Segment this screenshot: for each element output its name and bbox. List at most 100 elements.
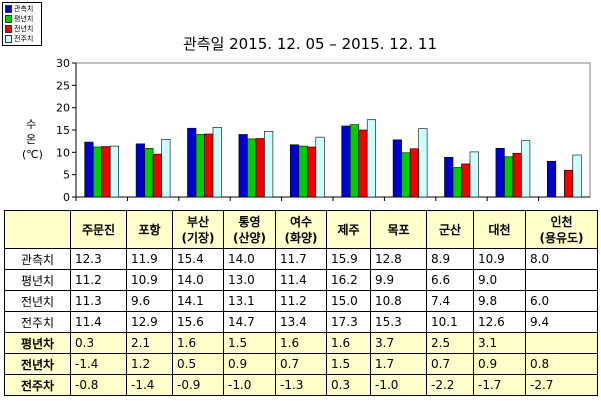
table-cell xyxy=(525,332,598,354)
bar xyxy=(204,133,214,198)
table-cell: 15.0 xyxy=(326,290,371,312)
table-cell: 11.4 xyxy=(70,311,127,333)
table-cell: 8.9 xyxy=(426,248,474,270)
table-cell: 6.0 xyxy=(525,290,598,312)
table-cell: 6.6 xyxy=(426,269,474,291)
table-cell: 13.0 xyxy=(223,269,276,291)
table-cell: 8.0 xyxy=(525,248,598,270)
legend-label: 전주치 xyxy=(14,35,34,43)
bar xyxy=(452,167,462,198)
y-axis-label-line: (℃) xyxy=(22,148,43,161)
table-cell: 0.3 xyxy=(70,332,127,354)
table-cell: 11.7 xyxy=(275,248,327,270)
table-header-cell: 포항 xyxy=(126,210,173,249)
bar xyxy=(264,131,274,198)
table-cell: -0.8 xyxy=(70,374,127,396)
table-cell: 10.1 xyxy=(426,311,474,333)
table-cell: 1.5 xyxy=(223,332,276,354)
table-cell: -1.0 xyxy=(370,374,427,396)
table-header-cell: 인천 (용유도) xyxy=(525,210,598,249)
table-cell: 2.1 xyxy=(126,332,173,354)
legend-swatch xyxy=(5,15,12,23)
legend-swatch xyxy=(5,5,12,13)
legend-label: 평년치 xyxy=(14,15,34,23)
table-cell: -1.7 xyxy=(473,374,526,396)
bar xyxy=(418,128,428,198)
table-cell: 9.4 xyxy=(525,311,598,333)
table-cell: 14.0 xyxy=(223,248,276,270)
table-cell: 1.2 xyxy=(126,353,173,375)
data-table: 주문진 포항 부산 (기장) 통영 (산양) 여수 (화양) 제주 목포 군산 대천 인천 (용유도) 관측… xyxy=(4,210,598,396)
bar xyxy=(152,153,162,198)
table-header-row: 주문진 포항 부산 (기장) 통영 (산양) 여수 (화양) 제주 목포 군산 대천 인천 (용유도) xyxy=(4,210,598,249)
table-cell: 9.6 xyxy=(126,290,173,312)
y-tick-label: 5 xyxy=(63,169,70,182)
legend-item: 전년치 xyxy=(5,24,39,34)
table-cell: 7.4 xyxy=(426,290,474,312)
table-cell: 10.9 xyxy=(126,269,173,291)
bar xyxy=(306,146,317,198)
table-row: 평년치 11.2 10.9 14.0 13.0 11.4 16.2 9.9 6.6 9.0 xyxy=(4,269,598,291)
bar xyxy=(315,136,325,198)
legend-label: 전년치 xyxy=(14,25,34,33)
chart-title: 관측일 2015. 12. 05 – 2015. 12. 11 xyxy=(182,35,438,53)
table-header-cell: 목포 xyxy=(370,210,427,249)
bar xyxy=(289,144,300,198)
table-cell: 0.3 xyxy=(326,374,371,396)
bar xyxy=(444,156,454,198)
table-cell: 1.5 xyxy=(326,353,371,375)
bar xyxy=(247,138,257,198)
table-cell: 2.5 xyxy=(426,332,474,354)
bar xyxy=(212,127,222,198)
row-label: 전주차 xyxy=(4,374,71,396)
table-cell: 9.9 xyxy=(370,269,427,291)
table-cell: -2.7 xyxy=(525,374,598,396)
bar xyxy=(195,134,205,198)
bar xyxy=(298,145,308,198)
legend-swatch xyxy=(5,35,12,43)
bar xyxy=(461,163,471,198)
table-cell: 0.7 xyxy=(275,353,327,375)
bar xyxy=(92,146,102,198)
y-axis-label: 수 온 (℃) xyxy=(22,117,43,162)
table-cell: 17.3 xyxy=(326,311,371,333)
table-cell: 16.2 xyxy=(326,269,371,291)
bar xyxy=(495,148,505,198)
table-cell: -0.9 xyxy=(172,374,224,396)
table-cell: -1.4 xyxy=(70,353,127,375)
table-cell: 11.2 xyxy=(275,290,327,312)
bar xyxy=(161,139,171,198)
bar xyxy=(401,152,411,198)
y-axis-label-line: 온 xyxy=(25,133,37,146)
table-cell: 15.4 xyxy=(172,248,224,270)
table-cell: 15.3 xyxy=(370,311,427,333)
table-cell: 3.1 xyxy=(473,332,526,354)
table-row: 평년차 0.3 2.1 1.6 1.5 1.6 1.6 3.7 2.5 3.1 xyxy=(4,332,598,354)
table-cell: 1.6 xyxy=(172,332,224,354)
table-header-cell: 대천 xyxy=(473,210,526,249)
table-header-cell xyxy=(4,210,71,249)
bar xyxy=(358,129,368,198)
bar xyxy=(521,140,531,198)
legend-item: 관측치 xyxy=(5,4,39,14)
table-header-cell: 통영 (산양) xyxy=(223,210,276,249)
table-header-cell: 여수 (화양) xyxy=(275,210,327,249)
row-label: 관측치 xyxy=(4,248,71,270)
table-header-cell: 주문진 xyxy=(70,210,127,249)
table-cell: 9.0 xyxy=(473,269,526,291)
table-cell: 0.9 xyxy=(223,353,276,375)
table-cell: 1.7 xyxy=(370,353,427,375)
bar xyxy=(512,152,522,198)
y-tick-label: 30 xyxy=(56,57,70,70)
table-row: 전주치 11.4 12.9 15.6 14.7 13.4 17.3 15.3 10.1 12.6 9… xyxy=(4,311,598,333)
row-label: 전년치 xyxy=(4,290,71,312)
table-cell: 14.7 xyxy=(223,311,276,333)
bar xyxy=(255,138,265,198)
y-tick-label: 15 xyxy=(56,124,70,137)
y-tick-label: 0 xyxy=(63,191,70,204)
table-cell: 0.8 xyxy=(525,353,598,375)
table-cell: 15.6 xyxy=(172,311,224,333)
y-axis-label-line: 수 xyxy=(25,118,37,131)
bar xyxy=(366,119,377,198)
